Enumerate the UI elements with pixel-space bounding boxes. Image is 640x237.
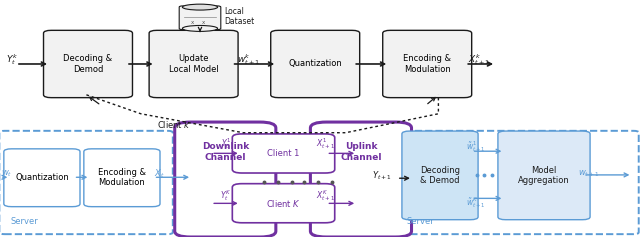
FancyBboxPatch shape bbox=[44, 30, 132, 98]
Text: $X_{t+1}^1$: $X_{t+1}^1$ bbox=[316, 136, 335, 151]
Text: Downlink
Channel: Downlink Channel bbox=[202, 142, 249, 162]
Text: $w_t$: $w_t$ bbox=[1, 169, 13, 179]
FancyBboxPatch shape bbox=[4, 149, 80, 207]
Ellipse shape bbox=[182, 26, 218, 32]
FancyBboxPatch shape bbox=[383, 30, 472, 98]
Text: $X_{t+1}^K$: $X_{t+1}^K$ bbox=[316, 188, 335, 203]
Text: $Y_t^K$: $Y_t^K$ bbox=[220, 188, 232, 203]
Text: $w_{t+1}$: $w_{t+1}$ bbox=[578, 169, 600, 179]
Text: Client 1: Client 1 bbox=[268, 149, 300, 158]
Text: Uplink
Channel: Uplink Channel bbox=[340, 142, 381, 162]
Text: Server: Server bbox=[406, 217, 434, 226]
Text: Encoding &
Modulation: Encoding & Modulation bbox=[403, 54, 451, 74]
Text: Quantization: Quantization bbox=[289, 59, 342, 68]
Text: Update
Local Model: Update Local Model bbox=[169, 54, 218, 74]
FancyBboxPatch shape bbox=[175, 122, 276, 237]
Text: Encoding &
Modulation: Encoding & Modulation bbox=[98, 168, 146, 187]
Text: $X_t$: $X_t$ bbox=[154, 168, 165, 180]
Text: $w_{t+1}^k$: $w_{t+1}^k$ bbox=[237, 52, 260, 67]
Text: Decoding
& Demod: Decoding & Demod bbox=[420, 166, 460, 185]
Text: x: x bbox=[202, 19, 205, 25]
FancyBboxPatch shape bbox=[498, 131, 590, 220]
Text: Client $K$: Client $K$ bbox=[266, 198, 301, 209]
FancyBboxPatch shape bbox=[84, 149, 160, 207]
Text: $X_{t+1}^k$: $X_{t+1}^k$ bbox=[468, 52, 491, 67]
Text: $Y_{t+1}$: $Y_{t+1}$ bbox=[372, 169, 392, 182]
Text: Quantization: Quantization bbox=[15, 173, 68, 182]
FancyBboxPatch shape bbox=[310, 122, 412, 237]
Text: $Y_t^1$: $Y_t^1$ bbox=[221, 136, 231, 151]
FancyBboxPatch shape bbox=[232, 134, 335, 173]
Text: Decoding &
Demod: Decoding & Demod bbox=[63, 54, 113, 74]
Text: x: x bbox=[191, 19, 195, 25]
FancyBboxPatch shape bbox=[232, 184, 335, 223]
Text: Client $k$: Client $k$ bbox=[157, 118, 191, 129]
FancyBboxPatch shape bbox=[271, 30, 360, 98]
FancyBboxPatch shape bbox=[179, 6, 221, 30]
Text: Local
Dataset: Local Dataset bbox=[224, 7, 254, 26]
FancyBboxPatch shape bbox=[402, 131, 478, 220]
Text: Server: Server bbox=[11, 217, 38, 226]
Ellipse shape bbox=[182, 4, 218, 10]
Text: $\tilde{w}_{t+1}^1$: $\tilde{w}_{t+1}^1$ bbox=[465, 140, 486, 154]
Text: $Y_t^k$: $Y_t^k$ bbox=[6, 52, 19, 67]
Text: Model
Aggregation: Model Aggregation bbox=[518, 166, 570, 185]
FancyBboxPatch shape bbox=[149, 30, 238, 98]
Text: $\tilde{w}_{t+1}^K$: $\tilde{w}_{t+1}^K$ bbox=[465, 195, 486, 210]
